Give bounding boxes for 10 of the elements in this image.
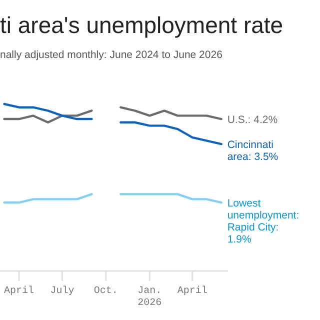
- series-label: U.S.: 4.2%: [227, 114, 278, 126]
- series-label: Cincinnati area: 3.5%: [227, 139, 278, 164]
- series-label: Lowest unemployment: Rapid City: 1.9%: [227, 198, 300, 246]
- x-tick-label: July: [50, 285, 74, 297]
- chart-subtitle: nally adjusted monthly: June 2024 to June 2026: [0, 49, 223, 61]
- x-tick-label: Jan. 2026: [138, 286, 162, 309]
- x-tick-label: April: [177, 285, 208, 297]
- chart-title: ti area's unemployment rate: [0, 12, 284, 38]
- x-tick-label: April: [4, 285, 34, 297]
- x-tick-label: Oct.: [94, 286, 118, 297]
